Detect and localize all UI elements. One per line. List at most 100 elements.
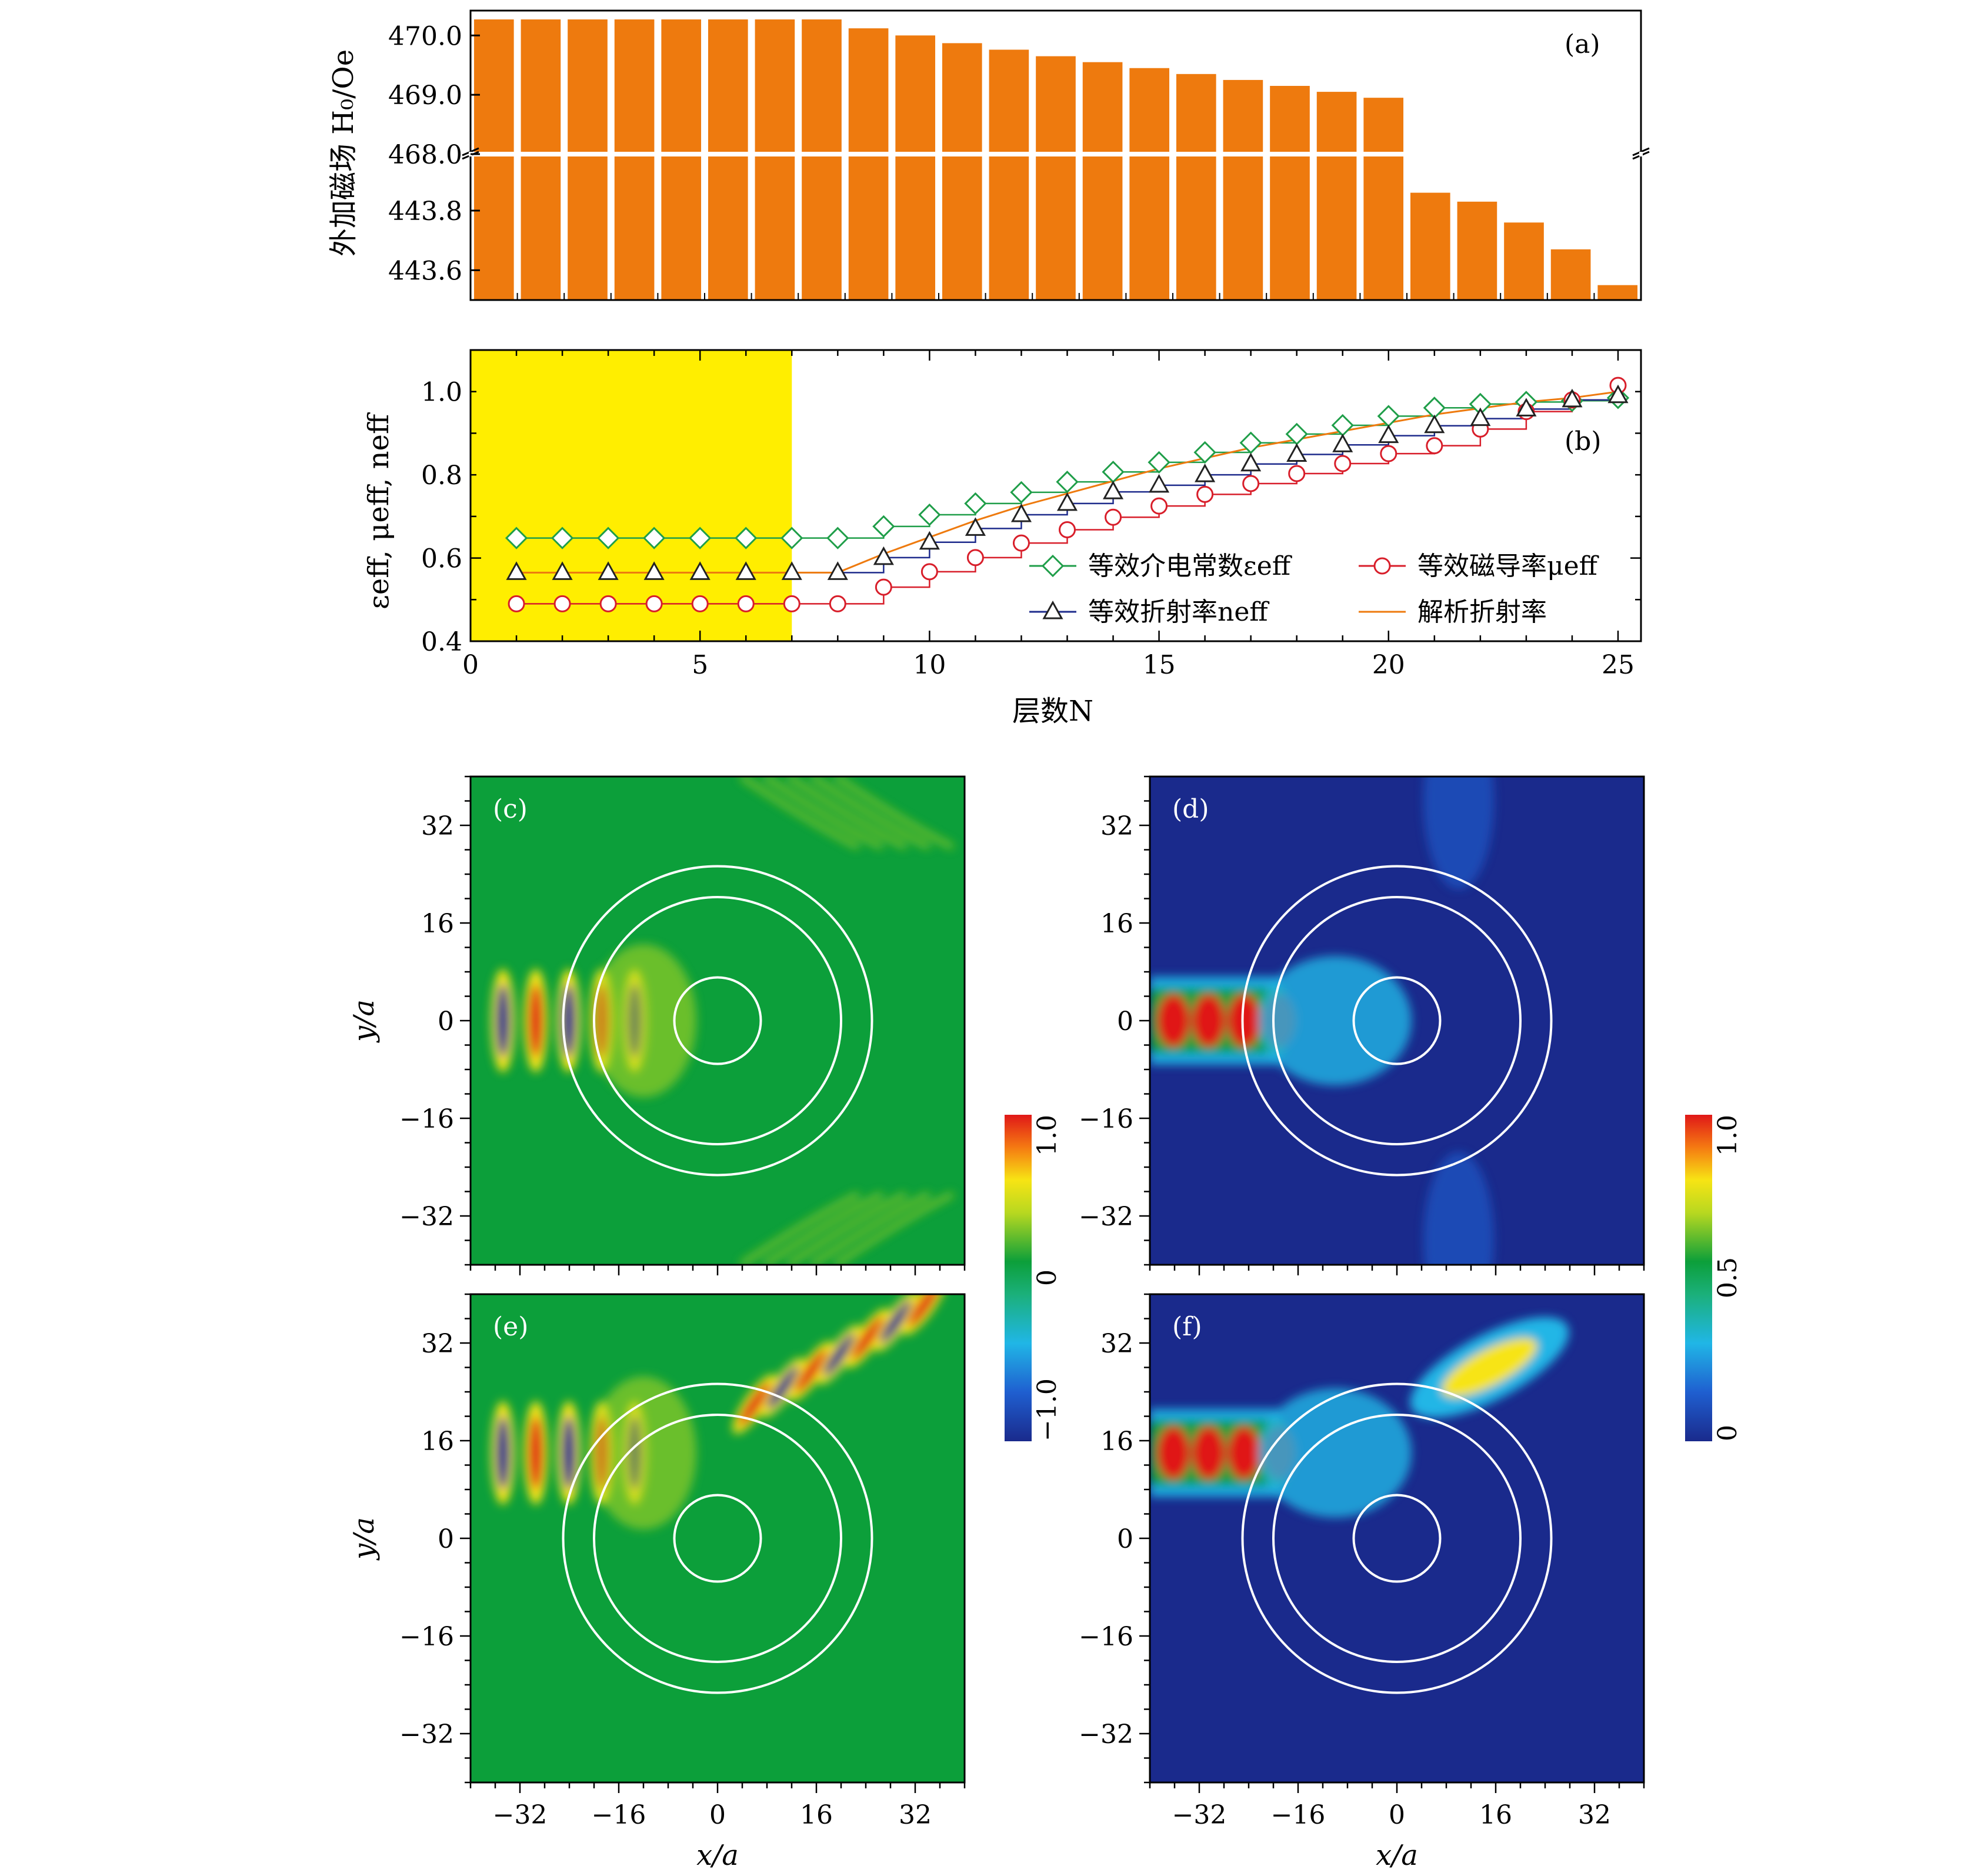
marker-circle bbox=[1288, 465, 1306, 482]
y-tick-label: 16 bbox=[1100, 1427, 1133, 1457]
x-tick-label: 0 bbox=[462, 650, 479, 680]
marker-diamond bbox=[1193, 441, 1216, 464]
marker-circle bbox=[1012, 534, 1030, 552]
y-tick-label: 0.6 bbox=[421, 544, 462, 574]
intensity-lobe bbox=[1192, 1426, 1225, 1480]
scatter-region bbox=[591, 1376, 696, 1530]
marker-triangle bbox=[689, 561, 711, 580]
map-panel-label: (c) bbox=[493, 794, 528, 824]
x-tick-label: −32 bbox=[493, 1800, 548, 1830]
bar bbox=[895, 35, 936, 301]
map-panel-label: (f) bbox=[1172, 1312, 1202, 1342]
marker-triangle bbox=[598, 561, 619, 580]
shell-ring bbox=[1241, 1382, 1553, 1694]
panel-b-ylabel: εeff, μeff, neff bbox=[362, 412, 395, 609]
scattered-ripple bbox=[763, 1191, 884, 1265]
beam bbox=[1150, 777, 1494, 1265]
marker-diamond bbox=[643, 527, 666, 549]
marker-triangle bbox=[1042, 600, 1063, 619]
x-tick-label: 15 bbox=[1143, 650, 1176, 680]
x-tick-label: −16 bbox=[1271, 1800, 1326, 1830]
panel-a-label: (a) bbox=[1565, 29, 1600, 59]
y-tick-label: 16 bbox=[1100, 909, 1133, 939]
marker-diamond bbox=[1377, 405, 1400, 428]
x-tick-label: 0 bbox=[709, 1800, 726, 1830]
x-tick-label: 20 bbox=[1372, 650, 1405, 680]
bar bbox=[1223, 79, 1263, 301]
field-map-f bbox=[1150, 1294, 1644, 1782]
marker-circle bbox=[1373, 557, 1391, 575]
field-map-e bbox=[471, 1294, 965, 1782]
bar bbox=[1176, 74, 1216, 301]
marker-triangle bbox=[1516, 398, 1537, 416]
map-ylabel: y/a bbox=[348, 999, 381, 1043]
marker-triangle bbox=[827, 561, 848, 580]
wavefront bbox=[529, 984, 543, 1057]
colorbar-field-tick-bottom: −1.0 bbox=[1032, 1378, 1062, 1441]
wavefront bbox=[852, 1317, 883, 1360]
map-xlabel: x/a bbox=[696, 1839, 739, 1872]
marker-diamond bbox=[551, 527, 574, 549]
y-tick-label: 32 bbox=[421, 1329, 454, 1359]
bar bbox=[1036, 56, 1076, 300]
y-tick-label: 0 bbox=[438, 1524, 454, 1554]
y-tick-label: −32 bbox=[399, 1202, 454, 1232]
axis-break-gap bbox=[1639, 152, 1643, 156]
legend-label: 解析折射率 bbox=[1417, 597, 1547, 627]
bar bbox=[1410, 192, 1450, 300]
y-tick-label: −32 bbox=[1079, 1720, 1133, 1750]
marker-triangle bbox=[1470, 407, 1491, 426]
marker-triangle bbox=[643, 561, 665, 580]
bar bbox=[614, 19, 655, 300]
bar bbox=[848, 28, 889, 300]
marker-diamond bbox=[872, 515, 895, 538]
beam bbox=[491, 1294, 946, 1530]
y-tick-label: 468.0 bbox=[388, 140, 462, 170]
bar bbox=[1363, 98, 1404, 300]
x-tick-label: 16 bbox=[800, 1800, 833, 1830]
y-tick-label: 32 bbox=[1100, 1329, 1133, 1359]
marker-diamond bbox=[1010, 481, 1033, 504]
panel-b-label: (b) bbox=[1565, 426, 1602, 456]
y-tick-label: 32 bbox=[1100, 811, 1133, 841]
bar bbox=[802, 19, 842, 300]
marker-diamond bbox=[1056, 471, 1079, 494]
scattered-beam bbox=[1423, 1152, 1494, 1265]
y-tick-label: −32 bbox=[399, 1720, 454, 1750]
marker-circle bbox=[1150, 497, 1168, 515]
shell-ring bbox=[1272, 896, 1522, 1145]
y-tick-label: 16 bbox=[421, 909, 454, 939]
intensity-lobe bbox=[1157, 994, 1190, 1047]
shell-ring bbox=[593, 1414, 842, 1663]
marker-triangle bbox=[1056, 492, 1078, 511]
marker-triangle bbox=[781, 561, 802, 580]
y-tick-label: 0 bbox=[438, 1007, 454, 1037]
intensity-lobe bbox=[1228, 1426, 1260, 1480]
marker-circle bbox=[1242, 475, 1260, 492]
marker-circle bbox=[737, 595, 755, 612]
x-tick-label: 32 bbox=[899, 1800, 932, 1830]
bar bbox=[568, 19, 608, 300]
field-map-panels: (c) −32 −16 0 16 32 y/a (d) −32 −16 0 16 32 (e) −32 −32… bbox=[348, 775, 1645, 1872]
shell-ring bbox=[593, 896, 842, 1145]
wavefront bbox=[795, 1349, 827, 1393]
legend-label: 等效折射率neff bbox=[1088, 597, 1269, 627]
scattered-ripple bbox=[833, 777, 955, 850]
y-tick-label: 0.8 bbox=[421, 461, 462, 491]
wavefront bbox=[496, 1416, 510, 1490]
marker-diamond bbox=[780, 527, 803, 549]
marker-diamond bbox=[826, 527, 849, 549]
wavefront bbox=[767, 1366, 799, 1410]
y-tick-label: 16 bbox=[421, 1427, 454, 1457]
marker-triangle bbox=[1424, 414, 1445, 434]
beam bbox=[491, 777, 955, 1265]
shell-ring bbox=[673, 1494, 762, 1583]
map-xlabel: x/a bbox=[1376, 1839, 1418, 1872]
wavefront bbox=[562, 1416, 576, 1490]
colorbar-intensity-tick-mid: 0.5 bbox=[1713, 1257, 1743, 1298]
x-tick-label: 10 bbox=[913, 650, 946, 680]
marker-circle bbox=[1059, 521, 1076, 538]
colorbar-field-tick-mid: 0 bbox=[1032, 1269, 1062, 1286]
marker-circle bbox=[920, 563, 938, 581]
map-background bbox=[471, 1294, 965, 1782]
